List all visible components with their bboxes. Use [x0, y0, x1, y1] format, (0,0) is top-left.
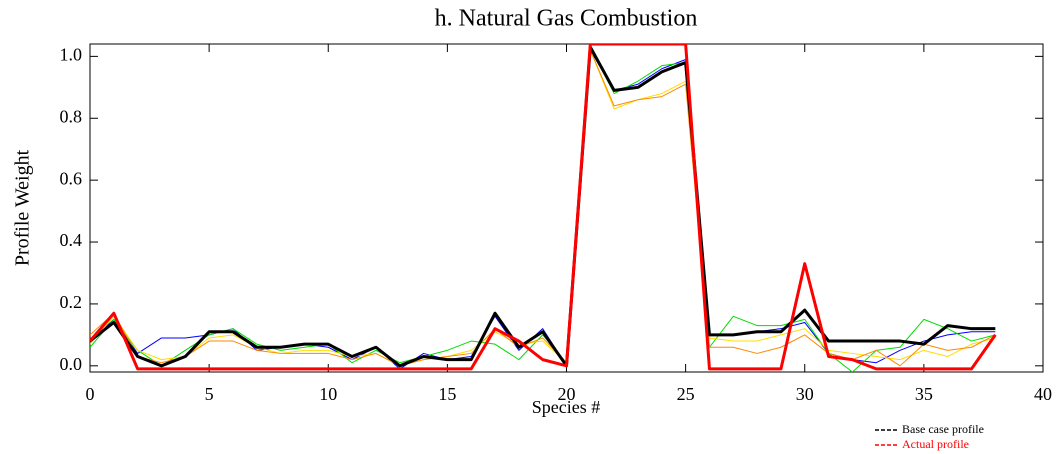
x-tick-label: 30	[796, 384, 814, 404]
y-tick-label: 0.8	[60, 106, 83, 126]
legend-label: Base case profile	[902, 422, 984, 436]
series-line	[90, 44, 997, 371]
x-tick-label: 25	[677, 384, 695, 404]
x-tick-label: 20	[558, 384, 576, 404]
series-line	[90, 49, 996, 367]
legend-label: Actual profile	[902, 437, 969, 451]
series-line	[90, 45, 996, 368]
chart-title: h. Natural Gas Combustion	[435, 6, 698, 32]
plot-frame	[89, 43, 1044, 373]
y-tick-label: 0.6	[60, 168, 83, 188]
x-tick-label: 35	[915, 384, 933, 404]
x-tick-label: 5	[205, 384, 214, 404]
series-line	[90, 49, 996, 367]
x-tick-label: 10	[319, 384, 337, 404]
y-tick-label: 0.0	[60, 354, 83, 374]
y-tick-label: 0.4	[60, 230, 83, 250]
series-line	[90, 46, 996, 372]
y-tick-label: 0.2	[60, 292, 83, 312]
x-tick-label: 0	[86, 384, 95, 404]
x-tick-label: 15	[438, 384, 456, 404]
x-axis-label: Species #	[532, 397, 600, 417]
y-tick-label: 1.0	[60, 45, 83, 65]
x-tick-label: 40	[1034, 384, 1052, 404]
y-axis-label: Profile Weight	[12, 149, 34, 266]
series-line	[90, 49, 996, 370]
